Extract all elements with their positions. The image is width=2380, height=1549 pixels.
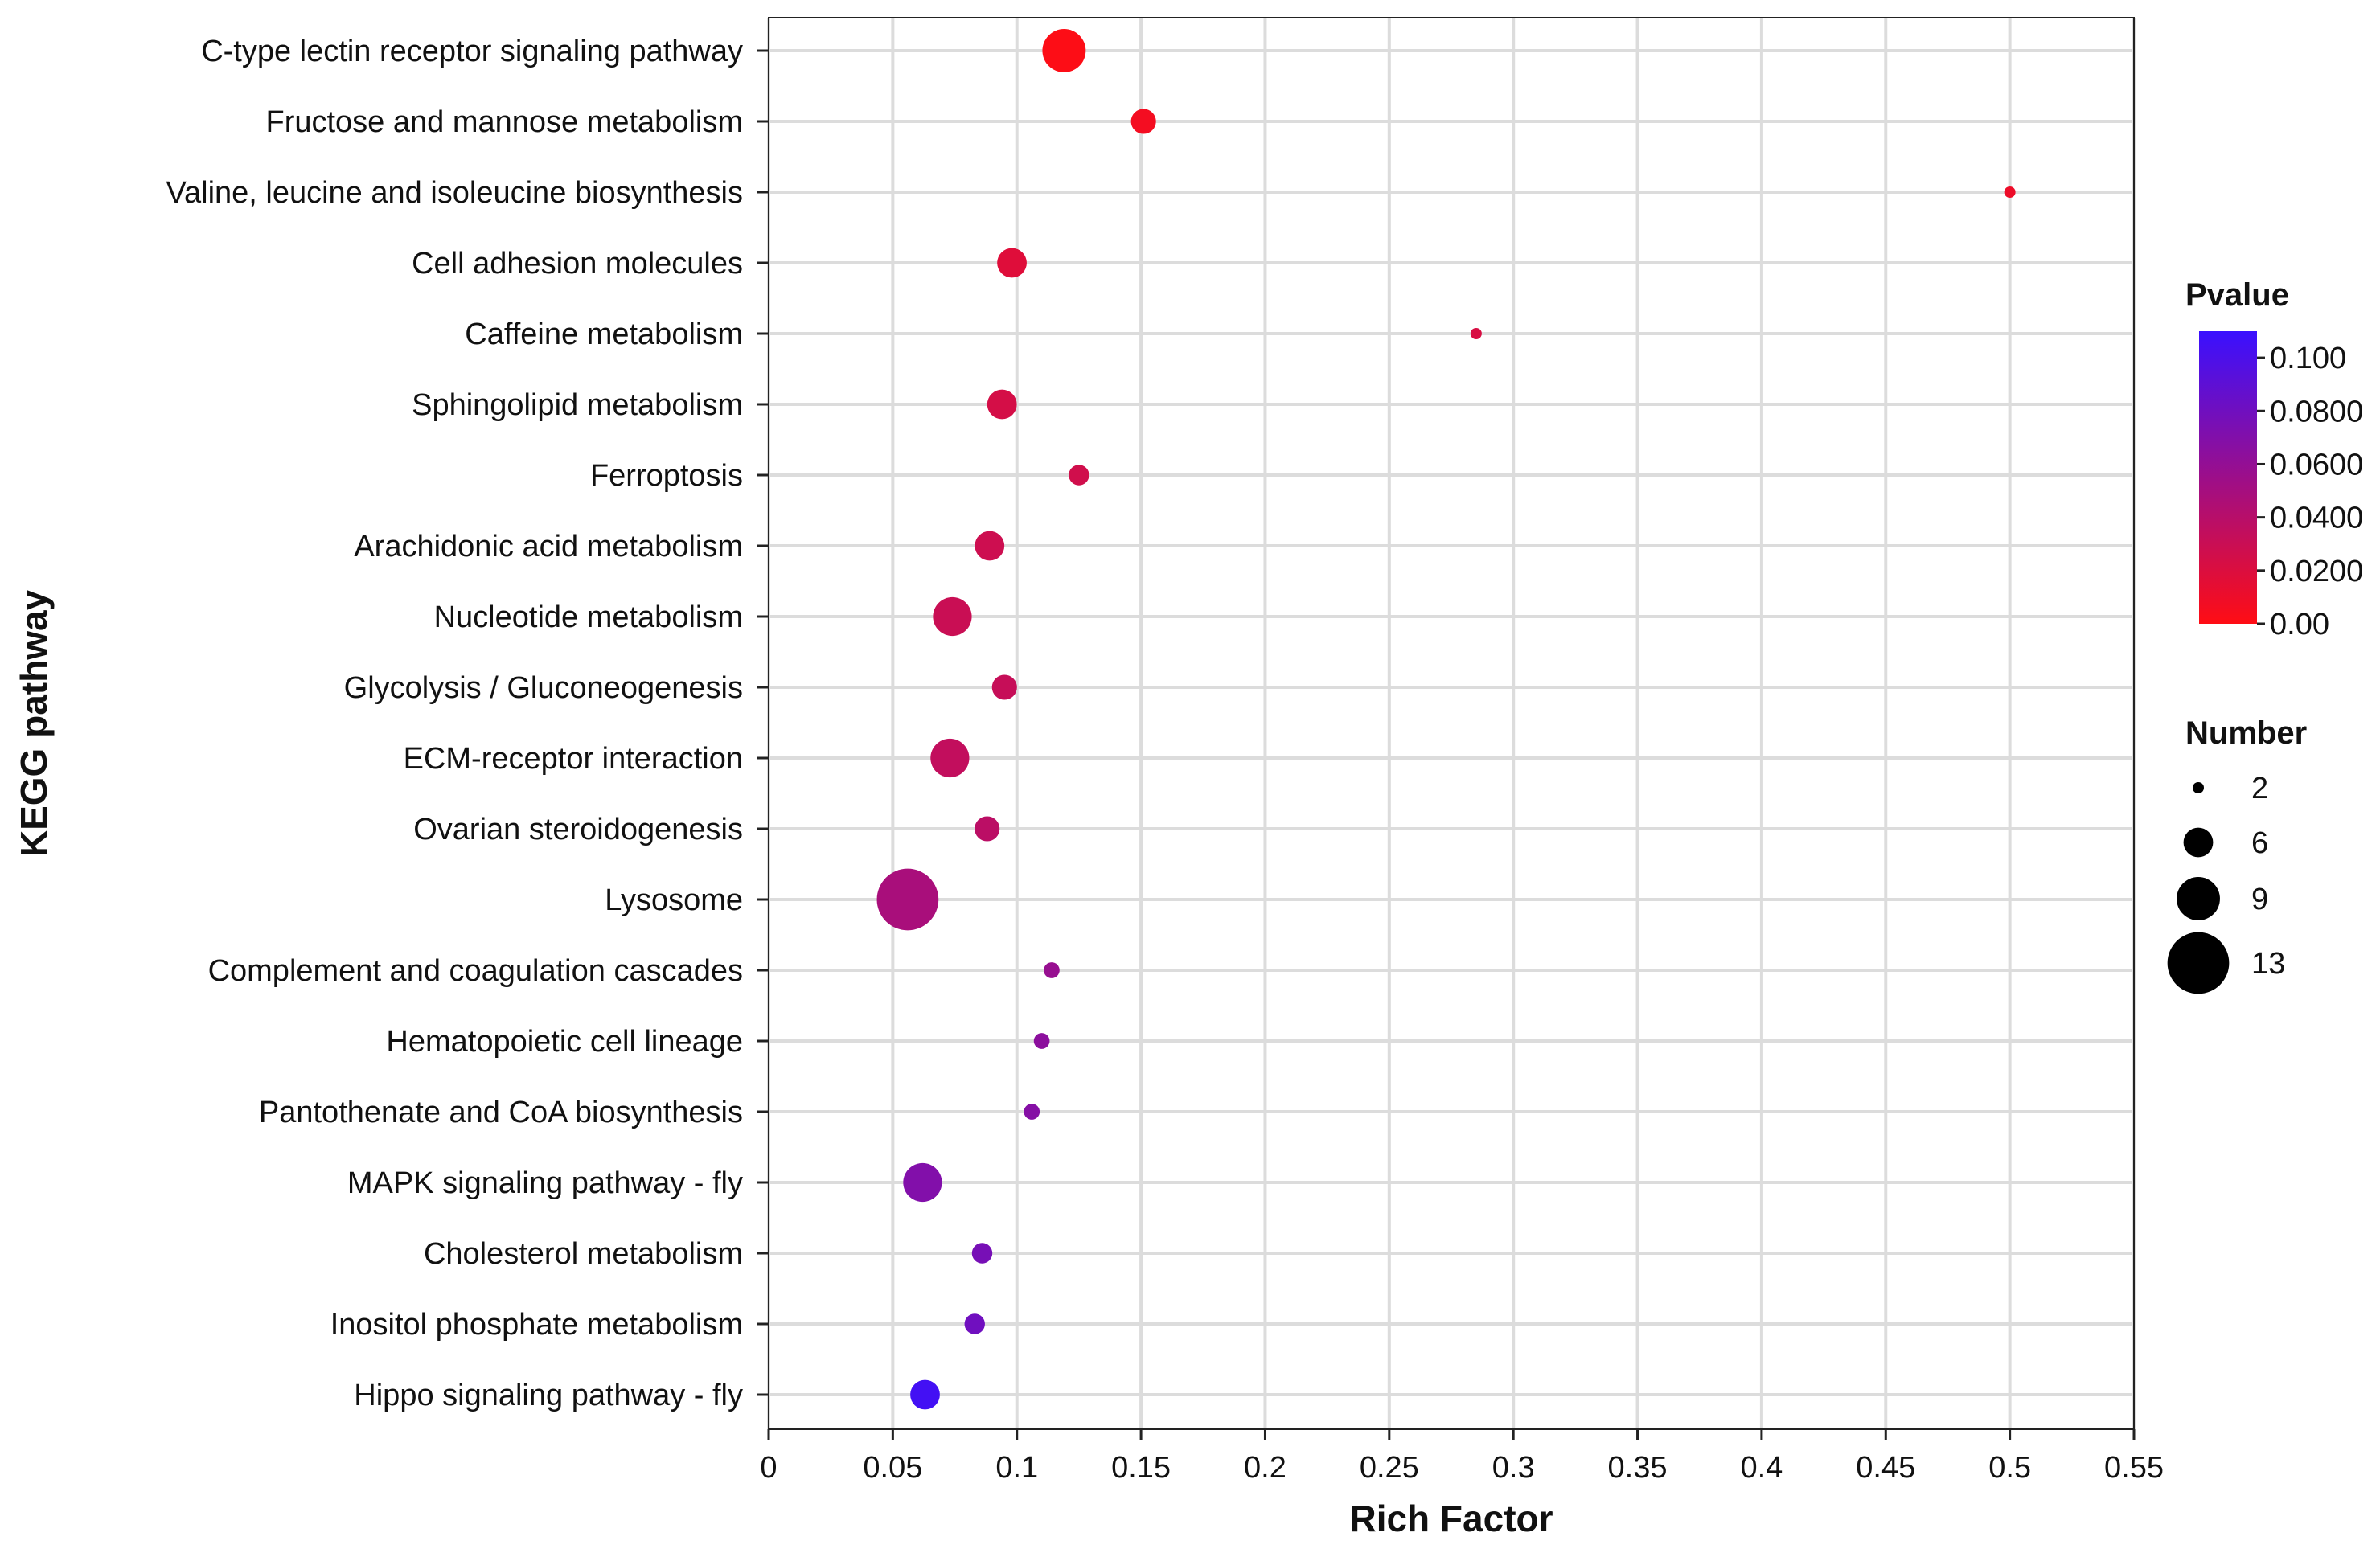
bubble-point bbox=[1470, 328, 1482, 339]
x-tick-label: 0.45 bbox=[1856, 1451, 1915, 1485]
bubble-point bbox=[930, 738, 970, 778]
bubble-point bbox=[2004, 186, 2016, 198]
plot-frame bbox=[768, 17, 2135, 1430]
number-legend-items: 2 6 9 13 bbox=[2167, 772, 2285, 994]
bubble-point bbox=[971, 1243, 993, 1264]
x-tick-label: 0.15 bbox=[1111, 1451, 1171, 1485]
x-tick-label: 0.3 bbox=[1492, 1451, 1535, 1485]
x-axis: 0 0.05 0.1 0.15 0.2 0.25 0.3 0.35 0.4 0.45 0.5 0.55 bbox=[760, 1429, 2164, 1485]
bubble-point bbox=[975, 531, 1005, 561]
pvalue-gradient-bar bbox=[2199, 331, 2257, 624]
bubble-point bbox=[903, 1162, 942, 1203]
pathway-label: C-type lectin receptor signaling pathway bbox=[201, 35, 743, 68]
pvalue-tick-label: 0.0200 bbox=[2270, 555, 2363, 588]
pathway-label: Fructose and mannose metabolism bbox=[265, 105, 743, 139]
pvalue-legend-title: Pvalue bbox=[2185, 277, 2289, 313]
x-tick-label: 0.55 bbox=[2104, 1451, 2164, 1485]
pathway-label: Hematopoietic cell lineage bbox=[386, 1025, 743, 1059]
bubble-point bbox=[910, 1379, 940, 1410]
pathway-label: Valine, leucine and isoleucine biosynthe… bbox=[166, 176, 743, 210]
pathway-label: ECM-receptor interaction bbox=[404, 742, 743, 776]
number-legend-label: 9 bbox=[2251, 883, 2268, 916]
bubble-point bbox=[964, 1313, 985, 1334]
pathway-label: Hippo signaling pathway - fly bbox=[354, 1379, 743, 1412]
pvalue-legend-ticks: 0.00 0.0200 0.0400 0.0600 0.0800 0.100 bbox=[2257, 342, 2363, 641]
pathway-label: Arachidonic acid metabolism bbox=[354, 530, 743, 563]
pvalue-legend: Pvalue 0.00 0.0200 0.0400 0.0600 0.0800 0.100 bbox=[2185, 277, 2363, 641]
bubble-point bbox=[987, 389, 1017, 420]
x-tick-label: 0.1 bbox=[995, 1451, 1038, 1485]
x-tick-label: 0.05 bbox=[863, 1451, 922, 1485]
x-tick-label: 0.25 bbox=[1360, 1451, 1419, 1485]
pathway-label: Glycolysis / Gluconeogenesis bbox=[344, 671, 743, 705]
bubble-point bbox=[876, 868, 939, 931]
pathway-label: Ovarian steroidogenesis bbox=[413, 813, 743, 846]
x-tick-label: 0.35 bbox=[1608, 1451, 1668, 1485]
bubble-point bbox=[1130, 109, 1156, 134]
bubble-point bbox=[997, 248, 1027, 278]
x-axis-title: Rich Factor bbox=[1349, 1498, 1553, 1539]
number-legend-marker bbox=[2167, 932, 2230, 994]
x-tick-label: 0.2 bbox=[1244, 1451, 1286, 1485]
plot-background bbox=[769, 18, 2134, 1429]
y-axis: C-type lectin receptor signaling pathway… bbox=[166, 35, 769, 1412]
pathway-label: Ferroptosis bbox=[590, 459, 743, 493]
number-legend-marker bbox=[2177, 877, 2220, 920]
number-legend-marker bbox=[2193, 782, 2204, 793]
pvalue-tick-label: 0.0400 bbox=[2270, 502, 2363, 535]
number-legend: Number 2 6 9 13 bbox=[2167, 715, 2307, 994]
bubble-point bbox=[975, 816, 1000, 842]
pathway-label: Cell adhesion molecules bbox=[412, 247, 743, 281]
number-legend-marker bbox=[2183, 827, 2214, 858]
pvalue-tick-label: 0.0800 bbox=[2270, 395, 2363, 428]
pathway-label: Pantothenate and CoA biosynthesis bbox=[259, 1096, 743, 1129]
bubble-point bbox=[1024, 1104, 1040, 1120]
bubble-point bbox=[1069, 465, 1089, 486]
pvalue-tick-label: 0.00 bbox=[2270, 608, 2329, 641]
pathway-label: MAPK signaling pathway - fly bbox=[347, 1166, 743, 1200]
number-legend-label: 13 bbox=[2251, 947, 2285, 981]
pathway-label: Nucleotide metabolism bbox=[434, 600, 743, 634]
x-tick-label: 0.5 bbox=[1988, 1451, 2031, 1485]
pvalue-tick-label: 0.100 bbox=[2270, 342, 2346, 375]
pathway-label: Cholesterol metabolism bbox=[424, 1237, 743, 1271]
pathway-label: Sphingolipid metabolism bbox=[412, 388, 743, 422]
x-tick-label: 0 bbox=[760, 1451, 777, 1485]
bubble-point bbox=[1033, 1033, 1050, 1049]
number-legend-title: Number bbox=[2185, 715, 2307, 751]
x-tick-label: 0.4 bbox=[1740, 1451, 1783, 1485]
number-legend-label: 2 bbox=[2251, 772, 2268, 805]
pathway-label: Inositol phosphate metabolism bbox=[330, 1308, 743, 1342]
number-legend-label: 6 bbox=[2251, 826, 2268, 860]
bubble-point bbox=[991, 674, 1017, 700]
y-axis-title: KEGG pathway bbox=[13, 589, 55, 857]
bubble-point bbox=[1042, 29, 1086, 72]
bubble-point bbox=[933, 596, 972, 637]
bubble-series bbox=[876, 29, 2016, 1410]
pathway-label: Complement and coagulation cascades bbox=[208, 954, 743, 988]
pvalue-tick-label: 0.0600 bbox=[2270, 448, 2363, 482]
pathway-label: Caffeine metabolism bbox=[465, 318, 743, 351]
bubble-point bbox=[1044, 962, 1060, 978]
pathway-label: Lysosome bbox=[605, 883, 743, 917]
